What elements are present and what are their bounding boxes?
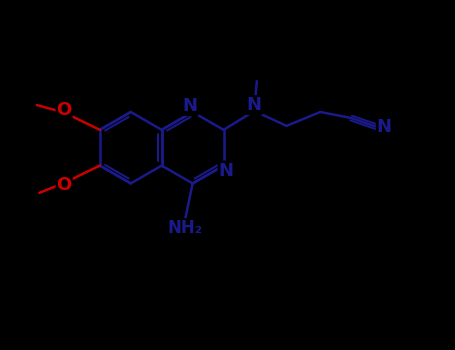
Text: N: N	[218, 162, 233, 180]
Text: O: O	[56, 176, 72, 194]
Text: N: N	[247, 96, 262, 114]
Text: NH₂: NH₂	[168, 219, 202, 237]
Text: N: N	[182, 97, 197, 115]
Text: N: N	[377, 118, 392, 136]
Text: O: O	[56, 101, 72, 119]
